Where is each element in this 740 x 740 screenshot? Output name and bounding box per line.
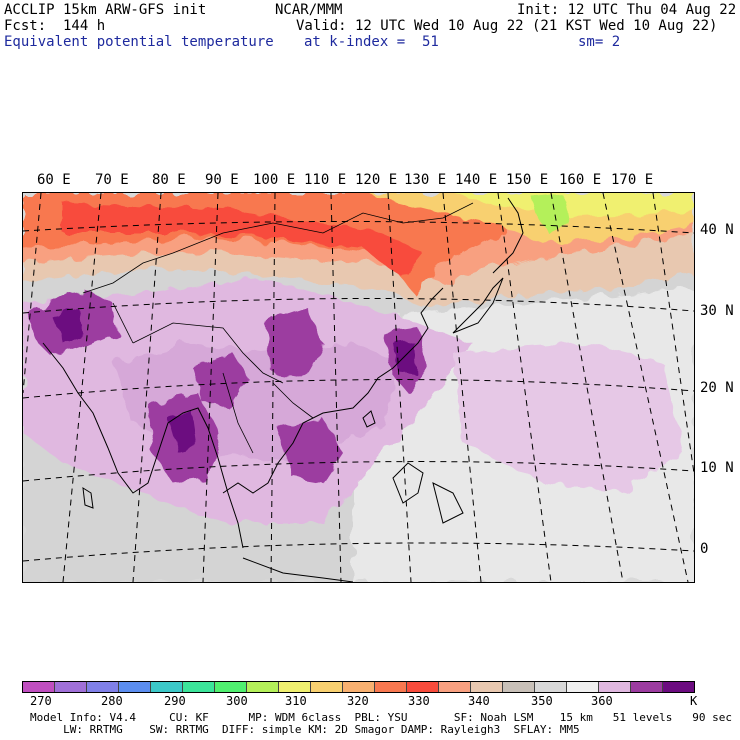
field-green-305K <box>533 195 568 233</box>
colorbar-label-3: 300 <box>226 694 248 708</box>
colorbar-label-9: 360 <box>591 694 613 708</box>
smoothing-label: sm= 2 <box>578 34 621 50</box>
field-red-325K <box>63 203 423 278</box>
lat-label-0: 40 N <box>700 222 734 238</box>
field-purple-south-china-sea <box>278 418 343 483</box>
colorbar-swatch-3 <box>119 682 151 692</box>
lon-label-8: 140 E <box>455 172 498 188</box>
init-time: Init: 12 UTC Thu 04 Aug 22 <box>517 2 737 18</box>
colorbar-swatch-13 <box>439 682 471 692</box>
lon-label-9: 150 E <box>506 172 549 188</box>
colorbar-swatch-6 <box>215 682 247 692</box>
colorbar-swatch-1 <box>55 682 87 692</box>
colorbar-swatch-12 <box>407 682 439 692</box>
colorbar-swatch-9 <box>311 682 343 692</box>
colorbar-label-7: 340 <box>468 694 490 708</box>
model-info: Model Info: V4.4 CU: KF MP: WDM 6class P… <box>30 711 732 724</box>
field-purple-indochina-north <box>193 353 248 408</box>
map-panel <box>22 192 695 583</box>
lon-label-10: 160 E <box>559 172 602 188</box>
forecast-hour: Fcst: 144 h <box>4 18 106 34</box>
level-index: at k-index = 51 <box>304 34 439 50</box>
lat-label-1: 30 N <box>700 303 734 319</box>
graticule <box>23 193 694 582</box>
coastlines <box>42 197 524 582</box>
colorbar-label-1: 280 <box>101 694 123 708</box>
lat-label-2: 20 N <box>700 380 734 396</box>
theta-e-field-map <box>23 193 694 582</box>
lat-label-4: 0 <box>700 541 709 557</box>
colorbar-swatch-0 <box>23 682 55 692</box>
borders <box>82 202 474 454</box>
colorbar-label-10: K <box>690 694 698 708</box>
colorbar-swatch-10 <box>343 682 375 692</box>
colorbar-label-0: 270 <box>30 694 52 708</box>
lon-label-3: 90 E <box>205 172 239 188</box>
field-purple-sichuan <box>263 308 323 378</box>
field-darkpurple-1 <box>53 308 83 343</box>
colorbar-swatch-20 <box>663 682 694 692</box>
colorbar-label-4: 310 <box>285 694 307 708</box>
lon-label-11: 170 E <box>611 172 654 188</box>
lon-label-7: 130 E <box>404 172 447 188</box>
field-darkpurple-2 <box>168 413 198 453</box>
colorbar-label-8: 350 <box>531 694 553 708</box>
lon-label-4: 100 E <box>253 172 296 188</box>
physics-info: LW: RRTMG SW: RRTMG DIFF: simple KM: 2D … <box>30 723 580 736</box>
lon-label-6: 120 E <box>355 172 398 188</box>
colorbar-label-5: 320 <box>347 694 369 708</box>
colorbar-swatch-5 <box>183 682 215 692</box>
colorbar-swatch-11 <box>375 682 407 692</box>
field-name: Equivalent potential temperature <box>4 34 274 50</box>
colorbar-label-2: 290 <box>164 694 186 708</box>
model-title: ACCLIP 15km ARW-GFS init <box>4 2 207 18</box>
colorbar-swatch-14 <box>471 682 503 692</box>
lon-label-5: 110 E <box>304 172 347 188</box>
lon-label-0: 60 E <box>37 172 71 188</box>
field-paleyellow-310K <box>453 193 694 218</box>
valid-time: Valid: 12 UTC Wed 10 Aug 22 (21 KST Wed … <box>296 18 718 34</box>
colorbar-swatch-8 <box>279 682 311 692</box>
colorbar-swatch-17 <box>567 682 599 692</box>
lon-label-2: 80 E <box>152 172 186 188</box>
colorbar-swatch-7 <box>247 682 279 692</box>
source-label: NCAR/MMM <box>275 2 343 18</box>
colorbar-swatch-19 <box>631 682 663 692</box>
colorbar-swatch-18 <box>599 682 631 692</box>
colorbar-label-6: 330 <box>408 694 430 708</box>
lat-label-3: 10 N <box>700 460 734 476</box>
colorbar-swatch-4 <box>151 682 183 692</box>
colorbar-swatch-16 <box>535 682 567 692</box>
colorbar-swatch-15 <box>503 682 535 692</box>
field-pacific-lilac <box>453 343 683 493</box>
colorbar-swatch-2 <box>87 682 119 692</box>
lon-label-1: 70 E <box>95 172 129 188</box>
colorbar <box>22 681 695 693</box>
